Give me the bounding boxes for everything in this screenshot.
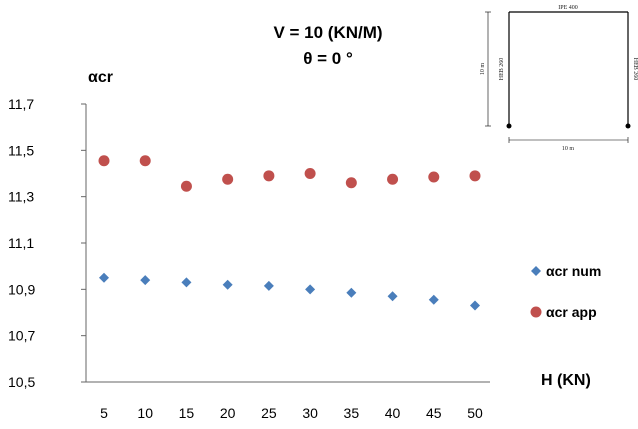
x-tick-label: 35 [344, 405, 360, 421]
y-tick-label: 10,5 [8, 374, 35, 390]
data-point-num [346, 287, 357, 298]
left-support-icon [506, 123, 512, 129]
frame-sketch: IPE 400 HEB 260 HEB 260 10 m 10 m [480, 5, 638, 152]
x-tick-label: 45 [426, 405, 442, 421]
data-point-num [387, 291, 398, 302]
data-point-app [263, 170, 275, 182]
x-tick-label: 15 [179, 405, 195, 421]
left-column-label: HEB 260 [499, 58, 505, 81]
x-tick-label: 50 [467, 405, 483, 421]
chart-title-line-1: V = 10 (KN/M) [273, 23, 382, 42]
data-point-app [180, 180, 192, 192]
y-tick-label: 11,3 [8, 189, 34, 205]
data-point-app [139, 155, 151, 167]
x-tick-label: 25 [261, 405, 277, 421]
x-tick-label: 40 [385, 405, 401, 421]
beam-label: IPE 400 [558, 5, 578, 11]
data-point-num [181, 277, 192, 288]
data-point-app [428, 171, 440, 183]
data-point-app [304, 168, 316, 179]
legend-label-app: αcr app [546, 304, 597, 320]
data-point-app [345, 177, 357, 189]
data-point-app [98, 155, 110, 167]
right-support-icon [625, 123, 631, 129]
data-point-num [470, 300, 480, 311]
data-point-num [140, 275, 151, 286]
legend: αcr num αcr app [530, 263, 601, 320]
data-point-app [469, 170, 481, 182]
right-column-label: HEB 260 [632, 58, 638, 81]
y-tick-label: 11,7 [8, 96, 34, 112]
y-tick-label: 10,7 [8, 328, 35, 344]
data-point-num [99, 272, 109, 283]
plot-marks [98, 155, 481, 311]
data-point-num [222, 279, 233, 290]
legend-marker-num [531, 266, 541, 276]
x-tick-label: 10 [137, 405, 153, 421]
data-point-num [428, 294, 439, 305]
y-tick-group: 11,7 11,5 11,3 11,1 10,9 10,7 10,5 [8, 96, 86, 390]
y-tick-label: 11,1 [8, 235, 34, 251]
legend-label-num: αcr num [546, 263, 601, 279]
x-tick-label: 30 [302, 405, 318, 421]
y-tick-label: 10,9 [8, 281, 35, 297]
data-point-app [387, 173, 399, 185]
y-tick-label: 11,5 [8, 142, 34, 158]
data-point-num [305, 284, 316, 295]
y-axis-title: αcr [88, 69, 113, 86]
span-label: 10 m [562, 146, 575, 152]
x-axis-title: H (KN) [541, 372, 591, 389]
data-point-app [222, 173, 234, 185]
legend-marker-app [530, 306, 542, 318]
x-tick-group: 5 10 15 20 25 30 35 40 45 50 [100, 405, 483, 421]
x-tick-label: 20 [220, 405, 236, 421]
x-tick-label: 5 [100, 405, 108, 421]
height-label: 10 m [480, 63, 486, 76]
chart-title-line-2: θ = 0 ° [303, 49, 353, 68]
data-point-num [263, 280, 274, 291]
